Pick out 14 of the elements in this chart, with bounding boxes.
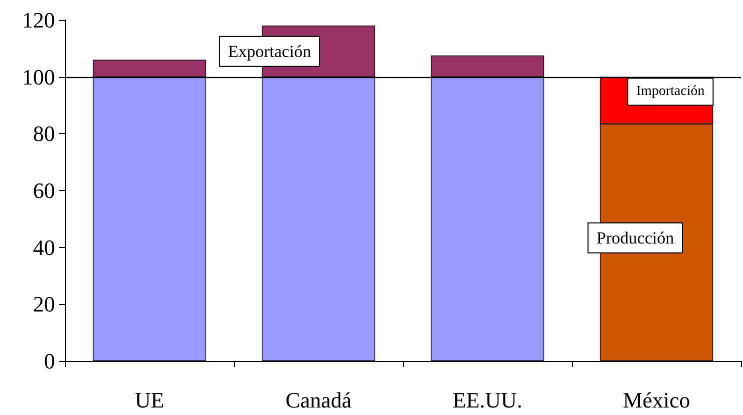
y-tick-label: 120 xyxy=(22,8,55,32)
y-tick-label: 40 xyxy=(33,234,55,260)
x-tick-label: EE.UU. xyxy=(452,388,522,412)
x-tick-label: UE xyxy=(134,388,164,412)
y-tick-label: 80 xyxy=(33,121,55,146)
y-tick-label: 20 xyxy=(33,292,55,317)
x-tick-label: Canadá xyxy=(286,388,352,412)
x-tick-label: México xyxy=(622,388,690,412)
series-label: Importación xyxy=(636,84,705,100)
y-tick-label: 0 xyxy=(44,348,55,374)
series-label: Producción xyxy=(596,228,674,248)
y-tick-label: 100 xyxy=(22,64,55,90)
series-label: Exportación xyxy=(228,42,312,61)
y-tick-label: 60 xyxy=(33,178,55,203)
